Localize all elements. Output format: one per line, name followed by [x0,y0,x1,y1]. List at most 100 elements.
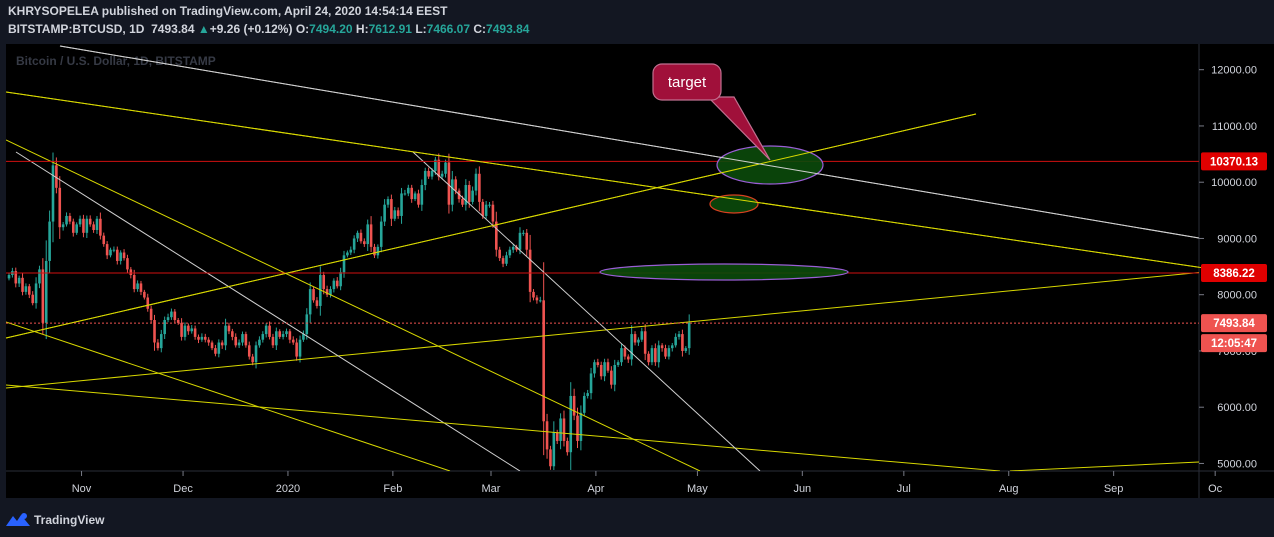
candle-body [491,204,495,222]
candle-body [139,283,143,292]
candle-body [593,362,596,374]
trendline [1009,461,1199,471]
level-price-tag: 8386.22 [1213,268,1255,280]
candle-body [603,362,606,377]
candle-body [119,252,122,261]
candle-body [187,325,190,332]
candle-body [92,224,95,231]
x-tick-label: Feb [383,483,402,495]
countdown-tag-bg [1201,334,1267,353]
candle-body [244,334,248,346]
candle-body [549,449,552,467]
candle-body [528,249,532,292]
candle-body [51,165,55,222]
last-price: 7493.84 [151,22,195,36]
candle-body [82,218,85,233]
candle-body [231,331,234,337]
current-price-tag-bg [1201,314,1267,333]
candle-body [210,342,214,349]
candle-body [315,300,319,306]
candle-body [359,232,363,242]
candle-body [620,348,623,363]
callout-text: target [668,74,707,91]
trendline [6,139,701,471]
candle-body [643,331,647,354]
candle-body [684,348,688,351]
candle-body [562,418,566,441]
candle-body [298,339,302,357]
x-tick-label: Jun [793,483,811,495]
candle-body [261,334,265,340]
candle-body [149,308,153,321]
candle-body [319,275,322,306]
candle-body [7,275,11,279]
candle-body [190,328,194,332]
high-label: H: [355,22,369,36]
candle-body [288,331,292,340]
candle-body [559,418,562,441]
candle-body [430,170,434,177]
candle-body [386,199,390,205]
candle-body [275,331,278,346]
candle-body [278,331,282,337]
candle-body [366,224,370,245]
low-value: 7466.07 [426,22,471,36]
trendline [5,113,977,339]
candle-body [518,232,522,250]
candle-body [146,297,150,309]
candle-body [217,342,221,354]
candle-body [180,322,183,337]
candle-body [687,322,691,349]
chart-canvas[interactable]: Bitcoin / U.S. Dollar, 1D, BITSTAMP 5000… [0,0,1274,504]
candle-body [376,246,380,256]
candle-body [464,185,468,205]
candle-body [589,373,593,394]
candle-body [159,334,163,349]
candle-body [346,252,349,256]
candle-body [183,325,187,337]
candle-body [478,173,481,202]
candle-body [454,179,457,191]
candle-body [251,356,254,363]
low-label: L: [415,22,427,36]
current-price-tag: 7493.84 [1213,318,1255,330]
trendline [6,384,1001,471]
candle-body [434,159,437,171]
x-tick-label: May [687,483,708,495]
candle-body [302,334,305,340]
candle-body [613,365,617,385]
candle-body [637,339,640,343]
candle-body [176,320,180,323]
candle-body [623,348,627,357]
x-tick-label: 2020 [276,483,300,495]
trendline [15,151,521,471]
candle-body [440,173,444,177]
candle-body [572,395,576,416]
candle-body [471,190,474,202]
candle-body [681,334,684,351]
x-tick-label: Mar [482,483,501,495]
tradingview-logo-icon[interactable] [6,512,30,528]
candle-body [569,395,573,453]
x-tick-label: Dec [173,483,193,495]
candle-body [444,162,447,174]
candle-body [670,345,674,349]
candle-body [488,204,491,206]
candle-body [241,334,244,343]
x-tick-label: Jul [897,483,911,495]
y-tick-label: 5000.00 [1217,458,1257,470]
candle-body [677,334,681,337]
candle-body [193,328,197,337]
candle-body [166,317,170,321]
candle-body [481,201,485,216]
high-value: 7612.91 [368,22,412,36]
tradingview-brand-label[interactable]: TradingView [34,513,105,527]
candle-body [342,255,346,273]
open-label: O: [295,22,310,36]
candle-body [423,170,427,186]
candle-body [312,289,315,301]
candle-body [654,348,657,363]
candle-body [237,342,241,346]
candle-body [28,286,31,295]
x-tick-label: Apr [587,483,604,495]
